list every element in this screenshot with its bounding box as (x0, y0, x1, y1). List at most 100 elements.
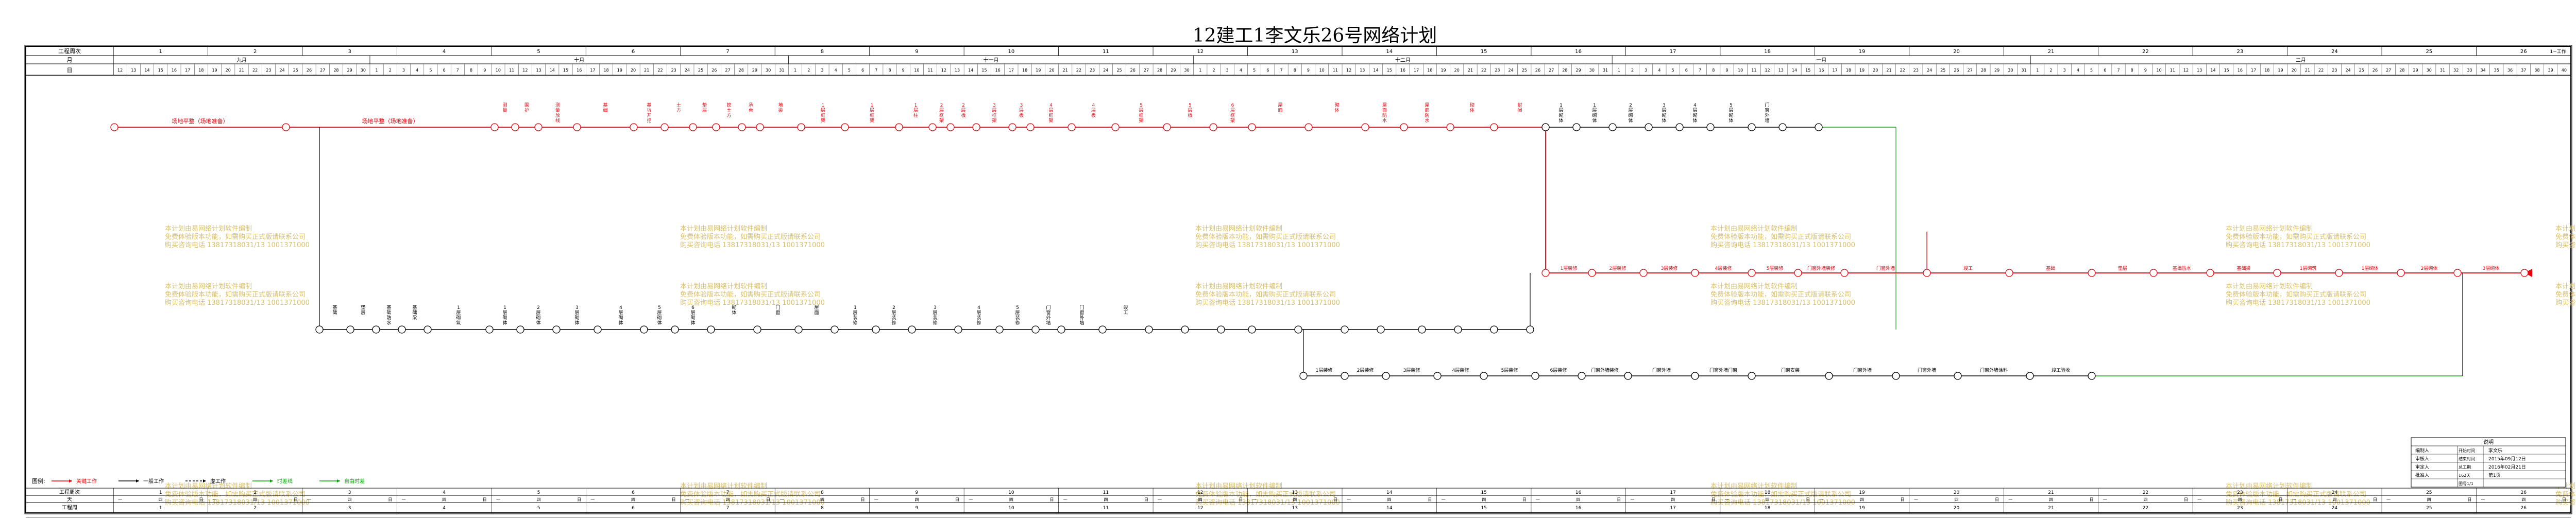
critical-activity-label: 砌体 (1470, 102, 1475, 113)
month-label: 十月 (574, 57, 584, 63)
activity-label: 1层砌体 (502, 305, 507, 326)
header-day-label: 日 (67, 67, 73, 74)
footer-week-number: 12 (1197, 490, 1203, 495)
legend-item-label: 关键工作 (76, 478, 97, 485)
svg-text:2: 2 (537, 305, 540, 310)
day-number: 34 (2481, 68, 2486, 73)
svg-text:2: 2 (962, 103, 965, 108)
watermark-line: 本计划由易网络计划软件编制 (680, 282, 767, 290)
activity-label: 5层装修 (1501, 367, 1518, 373)
footer-weekday: 四 (1482, 497, 1486, 502)
day-number: 7 (456, 68, 459, 73)
day-number: 20 (1049, 68, 1054, 73)
svg-text:层: 层 (657, 310, 662, 316)
critical-event-node (282, 123, 290, 131)
footer-project-week-number: 13 (1292, 506, 1298, 511)
watermark-line: 本计划由易网络计划软件编制 (1195, 282, 1282, 290)
critical-event-node (1248, 123, 1256, 131)
svg-text:墙: 墙 (1765, 117, 1769, 124)
event-node (1490, 325, 1498, 334)
event-node (1433, 372, 1442, 380)
svg-text:修: 修 (853, 320, 857, 326)
svg-text:层: 层 (913, 108, 918, 113)
info-table-heading: 说明 (2483, 439, 2494, 445)
svg-text:装: 装 (891, 315, 896, 321)
day-number: 21 (644, 68, 649, 73)
footer-week-number: 15 (1481, 490, 1486, 495)
watermark-line: 免费体验版本功能，如需购买正式版请联系公司 (680, 233, 821, 241)
event-node (1480, 372, 1488, 380)
day-number: 19 (617, 68, 622, 73)
critical-event-node (895, 123, 903, 131)
day-number: 3 (1645, 68, 1647, 73)
svg-text:窗: 窗 (1765, 107, 1769, 113)
svg-text:1: 1 (1560, 103, 1563, 108)
svg-text:窗: 窗 (775, 309, 780, 316)
event-node (485, 325, 494, 334)
day-number: 17 (1009, 68, 1014, 73)
critical-event-node (660, 123, 669, 131)
header-month-label: 月 (67, 57, 73, 63)
day-number: 3 (2063, 68, 2066, 73)
day-number: 31 (779, 68, 784, 73)
svg-text:水: 水 (386, 320, 391, 326)
day-number: 6 (2104, 68, 2106, 73)
day-number: 6 (443, 68, 446, 73)
day-number: 14 (1373, 68, 1378, 73)
footer-week-number: 2 (253, 490, 257, 495)
watermark-line: 本计划由易网络计划软件编制 (2226, 282, 2313, 290)
event-node (1181, 325, 1189, 334)
critical-event-node (630, 123, 638, 131)
watermark-line: 免费体验版本功能，如需购买正式版请联系公司 (165, 490, 306, 498)
info-row-value: 2015年09月12日 (2488, 456, 2526, 462)
svg-text:面: 面 (1382, 108, 1387, 113)
svg-text:承: 承 (749, 102, 753, 108)
critical-event-node (1691, 269, 1699, 277)
day-number: 17 (590, 68, 595, 73)
footer-weekday: 四 (1955, 497, 1959, 502)
day-number: 9 (483, 68, 486, 73)
footer-weekday: 一 (2292, 497, 2296, 502)
legend-item-label: 时差线 (277, 478, 293, 485)
month-label: 一月 (1816, 57, 1826, 63)
footer-project-week-number: 4 (443, 506, 446, 511)
critical-event-node (1163, 123, 1171, 131)
critical-activity-label: 测量 (502, 102, 507, 113)
footer-week-number: 10 (1008, 490, 1014, 495)
activity-label: 门窗外墙装修 (1591, 367, 1619, 373)
critical-event-node (1067, 123, 1076, 131)
day-number: 12 (941, 68, 946, 73)
watermark-line: 免费体验版本功能，如需购买正式版请联系公司 (1710, 490, 1851, 498)
footer-weekday: 日 (955, 497, 959, 502)
day-number: 6 (1266, 68, 1269, 73)
week-number: 18 (1764, 49, 1771, 55)
critical-event-node (2520, 269, 2529, 277)
day-number: 18 (2264, 68, 2269, 73)
day-number: 11 (928, 68, 933, 73)
critical-activity-label: 基础 (2046, 265, 2055, 271)
svg-text:5: 5 (658, 305, 661, 310)
week-number: 9 (915, 49, 918, 55)
day-number: 1 (376, 68, 378, 73)
watermark-block: 本计划由易网络计划软件编制免费体验版本功能，如需购买正式版请联系公司购买咨询电话… (2226, 225, 2370, 249)
day-number: 25 (2359, 68, 2364, 73)
day-number: 11 (509, 68, 514, 73)
event-node (1748, 372, 1756, 380)
svg-text:工: 工 (1123, 310, 1128, 316)
svg-text:防: 防 (386, 315, 391, 321)
day-number: 17 (1833, 68, 1838, 73)
footer-week-number: 9 (916, 490, 919, 495)
svg-text:面: 面 (1425, 108, 1429, 113)
day-number: 20 (1454, 68, 1460, 73)
footer-week-number: 24 (2332, 490, 2338, 495)
week-number: 17 (1670, 49, 1676, 55)
week-number: 4 (443, 49, 446, 55)
footer-weekday: 四 (2049, 497, 2053, 502)
critical-activity-label: 5层装修 (1767, 265, 1784, 271)
day-number: 12 (522, 68, 528, 73)
day-number: 21 (2305, 68, 2310, 73)
day-number: 36 (2507, 68, 2513, 73)
watermark-line: 免费体验版本功能，如需购买正式版请联系公司 (1195, 233, 1336, 241)
legend-arrowhead (136, 479, 139, 482)
